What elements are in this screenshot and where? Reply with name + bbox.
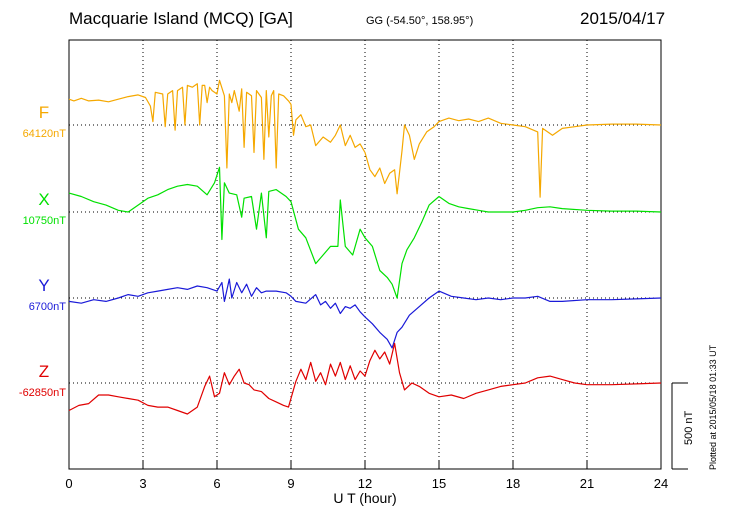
- x-tick-label-9: 9: [287, 476, 294, 491]
- series-z-baseline-label: -62850nT: [19, 387, 66, 399]
- x-axis-label: U T (hour): [333, 490, 396, 506]
- station-coordinates: GG (-54.50°, 158.95°): [366, 15, 474, 27]
- plot-date: 2015/04/17: [580, 9, 666, 28]
- series-z-name: Z: [39, 362, 49, 381]
- x-tick-label-6: 6: [213, 476, 220, 491]
- scale-bar: 500 nT: [671, 382, 695, 470]
- series-x-line: [68, 166, 662, 299]
- series-labels: F 64120nT X 10750nT Y 6700nT Z -62850nT: [19, 103, 66, 399]
- series-y-name: Y: [38, 276, 49, 295]
- x-tick-label-24: 24: [654, 476, 668, 491]
- scale-bar-label: 500 nT: [683, 410, 695, 445]
- x-tick-label-0: 0: [65, 476, 72, 491]
- series-x-name: X: [38, 190, 49, 209]
- series-layer: [68, 79, 662, 415]
- x-tick-label-3: 3: [139, 476, 146, 491]
- series-x-baseline-label: 10750nT: [23, 215, 67, 227]
- series-y-line: [68, 278, 662, 349]
- series-z-line: [68, 342, 662, 415]
- x-tick-label-21: 21: [580, 476, 594, 491]
- x-tick-label-18: 18: [506, 476, 520, 491]
- series-y-baseline-label: 6700nT: [29, 301, 67, 313]
- x-tick-label-15: 15: [432, 476, 446, 491]
- station-title: Macquarie Island (MCQ) [GA]: [69, 9, 293, 28]
- x-axis-ticks: 0 3 6 9 12 15 18 21 24: [65, 461, 668, 491]
- grid-lines: [69, 40, 661, 469]
- x-tick-label-12: 12: [358, 476, 372, 491]
- series-f-line: [68, 79, 662, 198]
- series-f-baseline-label: 64120nT: [23, 128, 67, 140]
- series-f-name: F: [39, 103, 49, 122]
